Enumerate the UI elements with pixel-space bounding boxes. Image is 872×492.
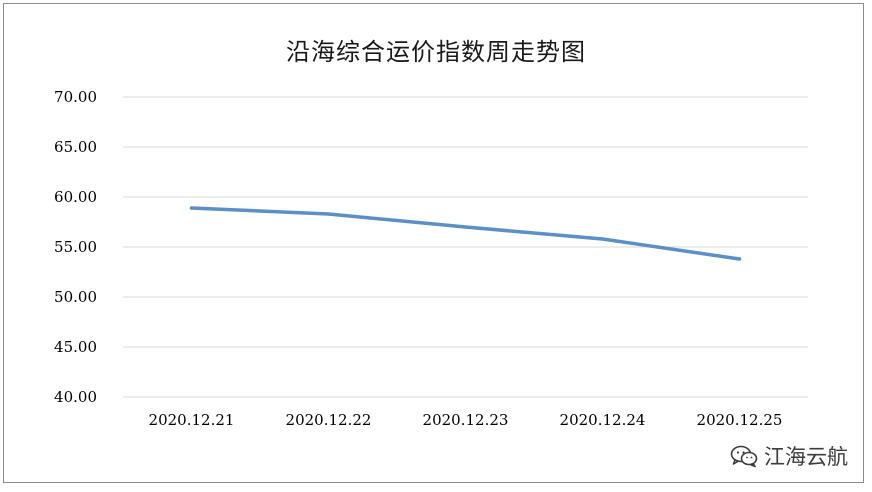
chart-title: 沿海综合运价指数周走势图 xyxy=(286,38,586,66)
wechat-icon xyxy=(730,444,758,468)
chart-frame xyxy=(3,3,864,483)
x-axis-tick-labels: 2020.12.21 2020.12.22 2020.12.23 2020.12.24… xyxy=(149,411,783,429)
y-tick-label: 45.00 xyxy=(54,338,97,356)
watermark: 江海云航 xyxy=(730,441,848,471)
y-axis-tick-labels: 40.00 45.00 50.00 55.00 60.00 65.00 70.00 xyxy=(54,88,97,406)
series-layer xyxy=(189,206,742,261)
y-tick-label: 65.00 xyxy=(54,138,97,156)
x-tick-label: 2020.12.24 xyxy=(560,411,646,429)
data-point xyxy=(463,225,468,229)
data-point xyxy=(600,237,605,241)
watermark-text: 江海云航 xyxy=(764,445,848,469)
x-tick-label: 2020.12.22 xyxy=(286,411,372,429)
series-line xyxy=(189,206,742,261)
y-tick-label: 55.00 xyxy=(54,238,97,256)
data-point xyxy=(737,257,742,261)
y-tick-label: 50.00 xyxy=(54,288,97,306)
gridlines xyxy=(123,96,808,398)
x-tick-label: 2020.12.21 xyxy=(149,411,235,429)
y-tick-label: 70.00 xyxy=(54,88,97,106)
y-tick-label: 60.00 xyxy=(54,188,97,206)
y-tick-label: 40.00 xyxy=(54,388,97,406)
x-tick-label: 2020.12.23 xyxy=(423,411,509,429)
data-point xyxy=(326,212,331,216)
x-tick-label: 2020.12.25 xyxy=(697,411,783,429)
data-point xyxy=(189,206,194,210)
